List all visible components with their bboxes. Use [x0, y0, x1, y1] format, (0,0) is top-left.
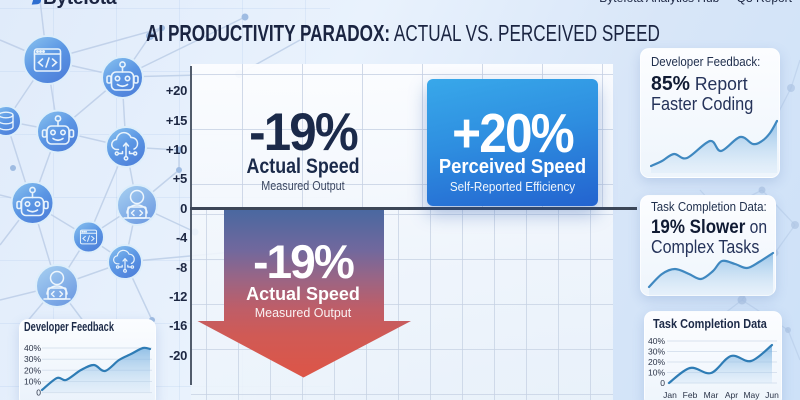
svg-text:40%: 40% [24, 343, 41, 353]
svg-text:30%: 30% [24, 354, 41, 364]
svg-text:May: May [743, 390, 760, 400]
svg-text:40%: 40% [648, 336, 665, 346]
svg-text:20%: 20% [648, 357, 665, 367]
svg-text:10%: 10% [24, 377, 41, 387]
svg-text:Jun: Jun [141, 398, 155, 400]
svg-text:Feb: Feb [61, 398, 76, 400]
svg-text:Jan: Jan [663, 390, 677, 400]
svg-text:0: 0 [36, 388, 41, 398]
svg-text:30%: 30% [648, 347, 665, 357]
svg-text:Apr: Apr [725, 390, 738, 400]
svg-text:0: 0 [660, 378, 665, 388]
svg-text:Apr: Apr [101, 398, 114, 400]
svg-text:Feb: Feb [683, 390, 698, 400]
svg-text:Mar: Mar [81, 398, 96, 400]
svg-text:May: May [120, 398, 137, 400]
svg-text:20%: 20% [24, 365, 41, 375]
svg-text:Jan: Jan [41, 398, 55, 400]
svg-text:Mar: Mar [704, 390, 719, 400]
svg-text:Jun: Jun [765, 390, 779, 400]
svg-text:10%: 10% [648, 368, 665, 378]
